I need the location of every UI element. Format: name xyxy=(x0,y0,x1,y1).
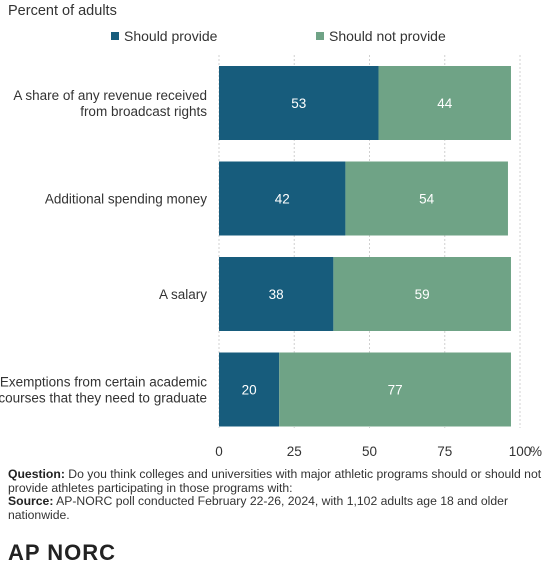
bar-should-provide-2 xyxy=(219,257,334,331)
question-text: Do you think colleges and universities w… xyxy=(8,467,542,495)
data-label-should-provide-3: 20 xyxy=(242,383,257,398)
question-note: Question: Do you think colleges and univ… xyxy=(8,467,544,495)
x-axis-unit: % xyxy=(530,444,542,459)
data-label-should-provide-2: 38 xyxy=(269,287,284,302)
category-label-line: courses that they need to graduate xyxy=(0,391,207,406)
legend-label-should-provide: Should provide xyxy=(124,28,218,44)
data-label-should-not-provide-1: 54 xyxy=(419,192,435,207)
source-note: Source: AP-NORC poll conducted February … xyxy=(8,494,544,522)
legend-label-should-not-provide: Should not provide xyxy=(329,28,446,44)
bar-should-provide-1 xyxy=(219,161,346,236)
bar-should-provide-3 xyxy=(219,352,280,427)
data-label-should-provide-0: 53 xyxy=(291,96,306,111)
category-label-line: A share of any revenue received xyxy=(13,88,207,103)
category-label-3: Exemptions from certain academic courses … xyxy=(0,375,207,406)
data-label-should-provide-1: 42 xyxy=(275,192,290,207)
subtitle: Percent of adults xyxy=(8,3,117,19)
ap-norc-logo: AP NORC xyxy=(8,540,117,565)
legend-swatch-should-not-provide xyxy=(316,32,324,40)
footnote: Question: Do you think colleges and univ… xyxy=(8,467,544,522)
data-label-should-not-provide-3: 77 xyxy=(388,383,403,398)
category-label-line: A salary xyxy=(159,287,207,302)
x-tick-label-0: 0 xyxy=(215,444,223,459)
category-label-0: A share of any revenue received from broa… xyxy=(13,88,207,119)
category-label-line: Exemptions from certain academic xyxy=(0,375,207,390)
category-label-2: A salary xyxy=(159,287,207,302)
bar-should-not-provide-1 xyxy=(345,161,508,236)
category-label-line: from broadcast rights xyxy=(80,104,207,119)
bar-should-not-provide-3 xyxy=(279,352,511,427)
bar-should-not-provide-2 xyxy=(333,257,511,331)
category-label-line: Additional spending money xyxy=(45,192,207,207)
x-tick-label-25: 25 xyxy=(287,444,302,459)
x-tick-label-75: 75 xyxy=(437,444,452,459)
legend-item-should-provide: Should provide xyxy=(111,28,217,44)
category-label-1: Additional spending money xyxy=(45,192,207,207)
legend-swatch-should-provide xyxy=(111,32,119,40)
stacked-bar-chart: 0 25 50 75 100% 53 44 A share of any revenue re… xyxy=(0,55,542,459)
x-tick-label-50: 50 xyxy=(362,444,377,459)
bar-should-not-provide-0 xyxy=(378,66,511,140)
source-text: AP-NORC poll conducted February 22-26, 2… xyxy=(8,494,508,522)
legend-item-should-not-provide: Should not provide xyxy=(316,28,446,44)
legend: Should provide Should not provide xyxy=(0,28,550,46)
source-label: Source: xyxy=(8,494,54,509)
bar-should-provide-0 xyxy=(219,66,379,140)
question-label: Question: xyxy=(8,467,65,481)
data-label-should-not-provide-0: 44 xyxy=(437,96,453,111)
x-tick-label-100: 100 xyxy=(509,444,532,459)
data-label-should-not-provide-2: 59 xyxy=(415,287,430,302)
